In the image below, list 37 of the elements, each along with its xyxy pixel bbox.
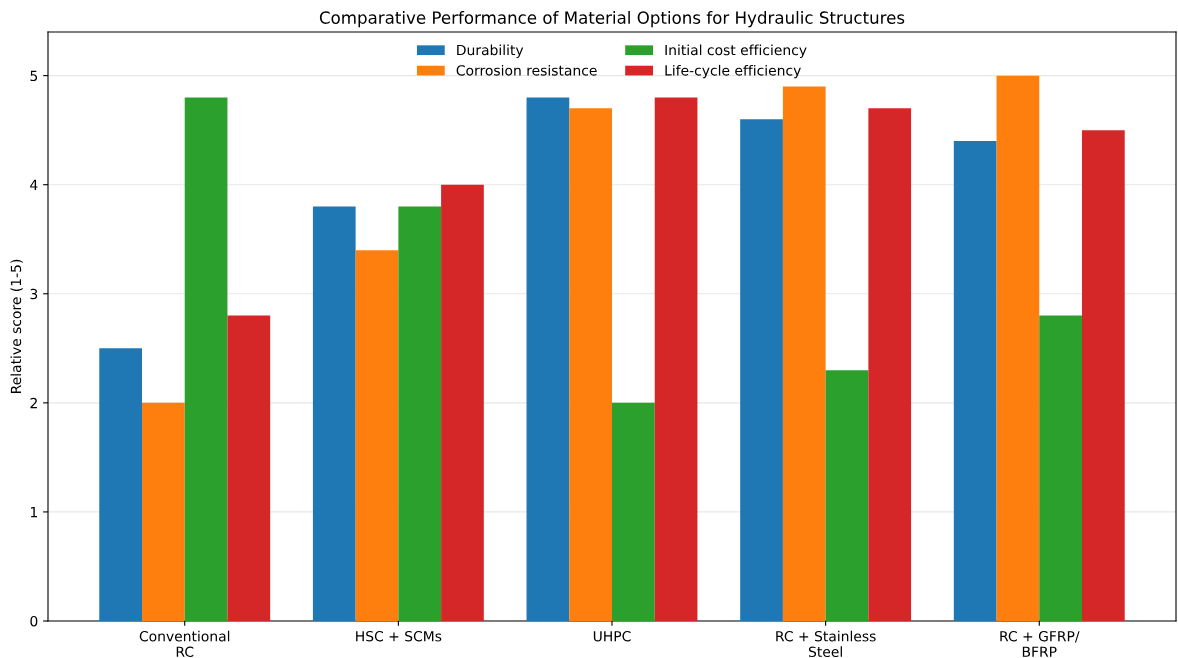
y-tick-label: 5	[30, 70, 38, 82]
bar	[312, 206, 356, 621]
x-tick-label: HSC + SCMs	[356, 630, 442, 642]
bar	[612, 402, 655, 621]
bar	[526, 97, 570, 621]
x-tick-label: RC + Stainless Steel	[776, 630, 876, 658]
bar	[782, 86, 826, 621]
bar	[1039, 315, 1082, 621]
bar	[825, 370, 869, 621]
legend-label: Initial cost efficiency	[665, 44, 807, 58]
legend-label: Corrosion resistance	[456, 64, 597, 76]
x-tick-label: Conventional RC	[139, 630, 230, 658]
bar	[953, 141, 997, 621]
bar	[227, 315, 271, 621]
chart-title: Comparative Performance of Material Options for Hydraulic Structures	[319, 11, 905, 28]
y-tick-label: 4	[30, 179, 38, 190]
bar	[569, 108, 612, 621]
y-tick-label: 2	[30, 397, 37, 409]
bar	[654, 97, 698, 621]
legend-label: Life-cycle efficiency	[665, 64, 801, 79]
bar	[355, 250, 399, 621]
bar	[1082, 130, 1125, 621]
x-tick-label: RC + GFRP/ BFRP	[1000, 630, 1080, 657]
bar	[142, 402, 185, 621]
x-tick-label: UHPC	[593, 630, 631, 642]
bar	[184, 97, 228, 621]
y-tick-label: 0	[30, 615, 38, 627]
y-tick-label: 1	[30, 507, 37, 518]
bar	[996, 75, 1040, 621]
bar	[398, 206, 442, 621]
bar	[99, 348, 142, 621]
bar	[868, 108, 912, 621]
y-axis-title: Relative score (1-5)	[10, 259, 23, 393]
legend-label: Durability	[457, 44, 524, 58]
bar	[441, 184, 484, 621]
y-tick-label: 3	[30, 288, 38, 300]
bar	[740, 119, 783, 621]
